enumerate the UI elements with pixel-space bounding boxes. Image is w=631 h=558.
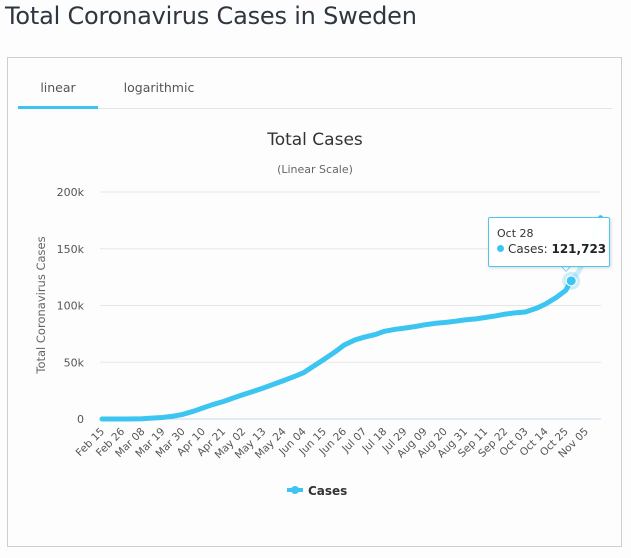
y-tick-label: 150k (57, 243, 85, 256)
chart-subtitle: (Linear Scale) (277, 163, 353, 176)
scale-tabs: linear logarithmic (18, 79, 612, 109)
grid-lines (100, 191, 601, 420)
y-tick-label: 0 (77, 413, 84, 426)
chart-title: Total Cases (266, 130, 363, 150)
y-axis-title: Total Coronavirus Cases (34, 236, 48, 374)
hover-point-oct-28[interactable] (565, 275, 577, 287)
y-tick-label: 200k (57, 186, 85, 199)
chart-panel: linear logarithmic (7, 57, 622, 547)
legend[interactable]: Cases (287, 484, 347, 498)
tooltip-series-name: Cases (508, 242, 544, 256)
series-line-cases[interactable] (99, 278, 574, 422)
legend-label-cases[interactable]: Cases (308, 484, 347, 498)
y-tick-label: 100k (57, 300, 85, 313)
y-tick-label: 50k (64, 356, 85, 369)
tooltip-value: 121,723 (551, 242, 607, 256)
tooltip-row: Cases: 121,723 (497, 242, 606, 256)
tab-linear[interactable]: linear (18, 79, 98, 109)
y-axis-labels: 0 50k 100k 150k 200k (57, 186, 85, 426)
page-title: Total Coronavirus Cases in Sweden (5, 2, 417, 30)
tooltip: Oct 28 Cases: 121,723 (488, 217, 610, 267)
tooltip-date: Oct 28 (497, 227, 534, 240)
legend-marker-icon (291, 486, 299, 494)
tab-logarithmic[interactable]: logarithmic (123, 80, 195, 95)
series-dot-icon (497, 245, 504, 252)
tooltip-arrow-inner (560, 264, 572, 271)
